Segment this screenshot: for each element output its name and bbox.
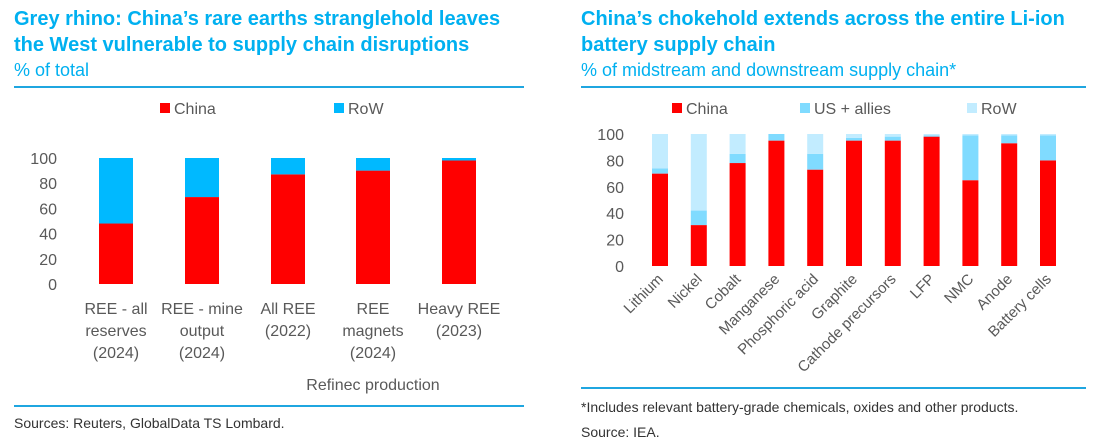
legend-label: China [686,101,728,118]
right-top-rule [581,86,1086,88]
x-tick-label: REE [357,301,390,318]
bar-us-allies [846,137,862,141]
bar-china [1001,143,1018,266]
bar-row [1040,134,1056,136]
bar-china [690,225,707,266]
legend-swatch-china [672,103,682,113]
right-chart: China US + allies RoW 0 20 40 60 80 100 LithiumNi… [597,101,1056,376]
legend-swatch-row [967,103,977,113]
legend-swatch-china [160,103,170,113]
bar-row [846,134,862,138]
bar-china [1040,160,1056,266]
bar-us-allies [923,135,940,137]
x-tick-label: Nickel [665,271,706,312]
bar-us-allies [962,135,979,181]
right-chart-title-line2: battery supply chain [581,34,776,56]
bar-row [652,134,668,169]
bar-china [846,140,862,266]
legend-swatch-us-allies [800,103,810,113]
x-tick-label: All REE [260,301,315,318]
left-chart: China RoW 0 20 40 60 80 100 REE - all reserves (20… [30,101,501,394]
x-tick-label: magnets [342,323,403,340]
y-tick-label: 0 [48,277,57,294]
legend-label: RoW [981,101,1017,118]
bar-us-allies [1001,135,1018,144]
bar-china [729,163,746,266]
x-tick-label: LFP [907,271,938,302]
bar-row [807,134,824,154]
x-tick-label: REE - mine [161,301,243,318]
left-chart-subtitle: % of total [14,60,90,80]
bar-china [768,140,785,266]
group-label: Refinec production [306,377,439,394]
right-source: Source: IEA. [581,424,660,440]
bar-row [729,134,746,154]
legend-label: RoW [348,101,384,118]
y-tick-label: 0 [615,259,624,276]
y-tick-label: 40 [606,206,624,223]
legend-label: US + allies [814,101,891,118]
y-tick-label: 100 [597,127,624,144]
bar-china [807,169,824,266]
bar-row [271,158,305,175]
bar-china [884,140,901,266]
bar-row [923,134,940,136]
bar-china [652,173,668,266]
bar-china [962,180,979,266]
left-bottom-rule [14,405,524,407]
x-tick-label: (2022) [265,323,311,340]
x-tick-label: Heavy REE [418,301,501,318]
bar-row [690,134,707,211]
left-source: Sources: Reuters, GlobalData TS Lombard. [14,415,285,431]
right-footnote: *Includes relevant battery-grade chemica… [581,399,1019,415]
bar-row [442,158,476,161]
x-tick-label: (2023) [436,323,482,340]
bar-china [442,160,476,284]
y-tick-label: 80 [606,153,624,170]
bar-us-allies [884,136,901,141]
bar-us-allies [768,134,785,141]
bar-china [99,223,133,284]
right-bottom-rule [581,387,1086,389]
legend-swatch-row [334,103,344,113]
right-chart-subtitle: % of midstream and downstream supply cha… [581,60,957,80]
left-chart-title-line1: Grey rhino: China’s rare earths strangle… [14,8,501,30]
y-tick-label: 60 [39,201,57,218]
bar-china [185,197,219,284]
x-tick-label: (2024) [93,345,139,362]
bar-row [1001,134,1018,136]
y-tick-label: 100 [30,151,57,168]
bar-row [884,134,901,137]
bar-us-allies [1040,135,1056,161]
bar-row [99,158,133,224]
x-tick-label: (2024) [350,345,396,362]
y-tick-label: 20 [39,252,57,269]
right-chart-title-line1: China’s chokehold extends across the ent… [581,8,1065,30]
bar-us-allies [729,153,746,164]
x-tick-label: Lithium [621,271,667,317]
bar-china [356,170,390,284]
left-chart-title-line2: the West vulnerable to supply chain disr… [14,34,470,56]
x-tick-label: REE - all [84,301,147,318]
left-top-rule [14,86,524,88]
y-tick-label: 20 [606,233,624,250]
x-tick-label: (2024) [179,345,225,362]
x-tick-label: NMC [941,271,977,307]
x-tick-label: output [180,323,225,340]
bar-us-allies [807,153,824,170]
bar-china [271,174,305,284]
bar-china [923,136,940,266]
legend-label: China [174,101,216,118]
bar-row [356,158,390,171]
bar-row [185,158,219,198]
x-tick-label: reserves [85,323,146,340]
y-tick-label: 40 [39,227,57,244]
y-tick-label: 80 [39,176,57,193]
bar-us-allies [690,210,707,226]
y-tick-label: 60 [606,180,624,197]
bar-row [962,134,979,136]
bar-us-allies [652,168,668,174]
